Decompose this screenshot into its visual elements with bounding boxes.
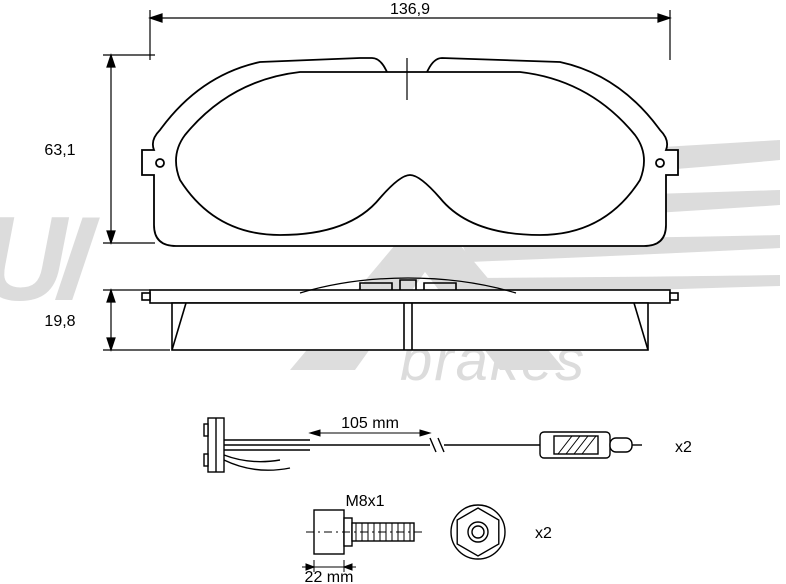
dim-height xyxy=(103,55,155,243)
sensor-length-label: 105 mm xyxy=(341,415,399,432)
dim-width-label: 136,9 xyxy=(390,1,430,18)
wear-sensor xyxy=(204,418,642,472)
bolt xyxy=(302,505,505,572)
bolt-hex-label: 22 mm xyxy=(305,569,354,584)
dim-thickness-label: 19,8 xyxy=(44,313,75,330)
sensor-qty-label: x2 xyxy=(675,439,692,456)
brake-pad-front xyxy=(142,58,678,246)
dim-height-label: 63,1 xyxy=(44,142,75,159)
bolt-thread-label: M8x1 xyxy=(345,493,384,510)
bolt-qty-label: x2 xyxy=(535,525,552,542)
